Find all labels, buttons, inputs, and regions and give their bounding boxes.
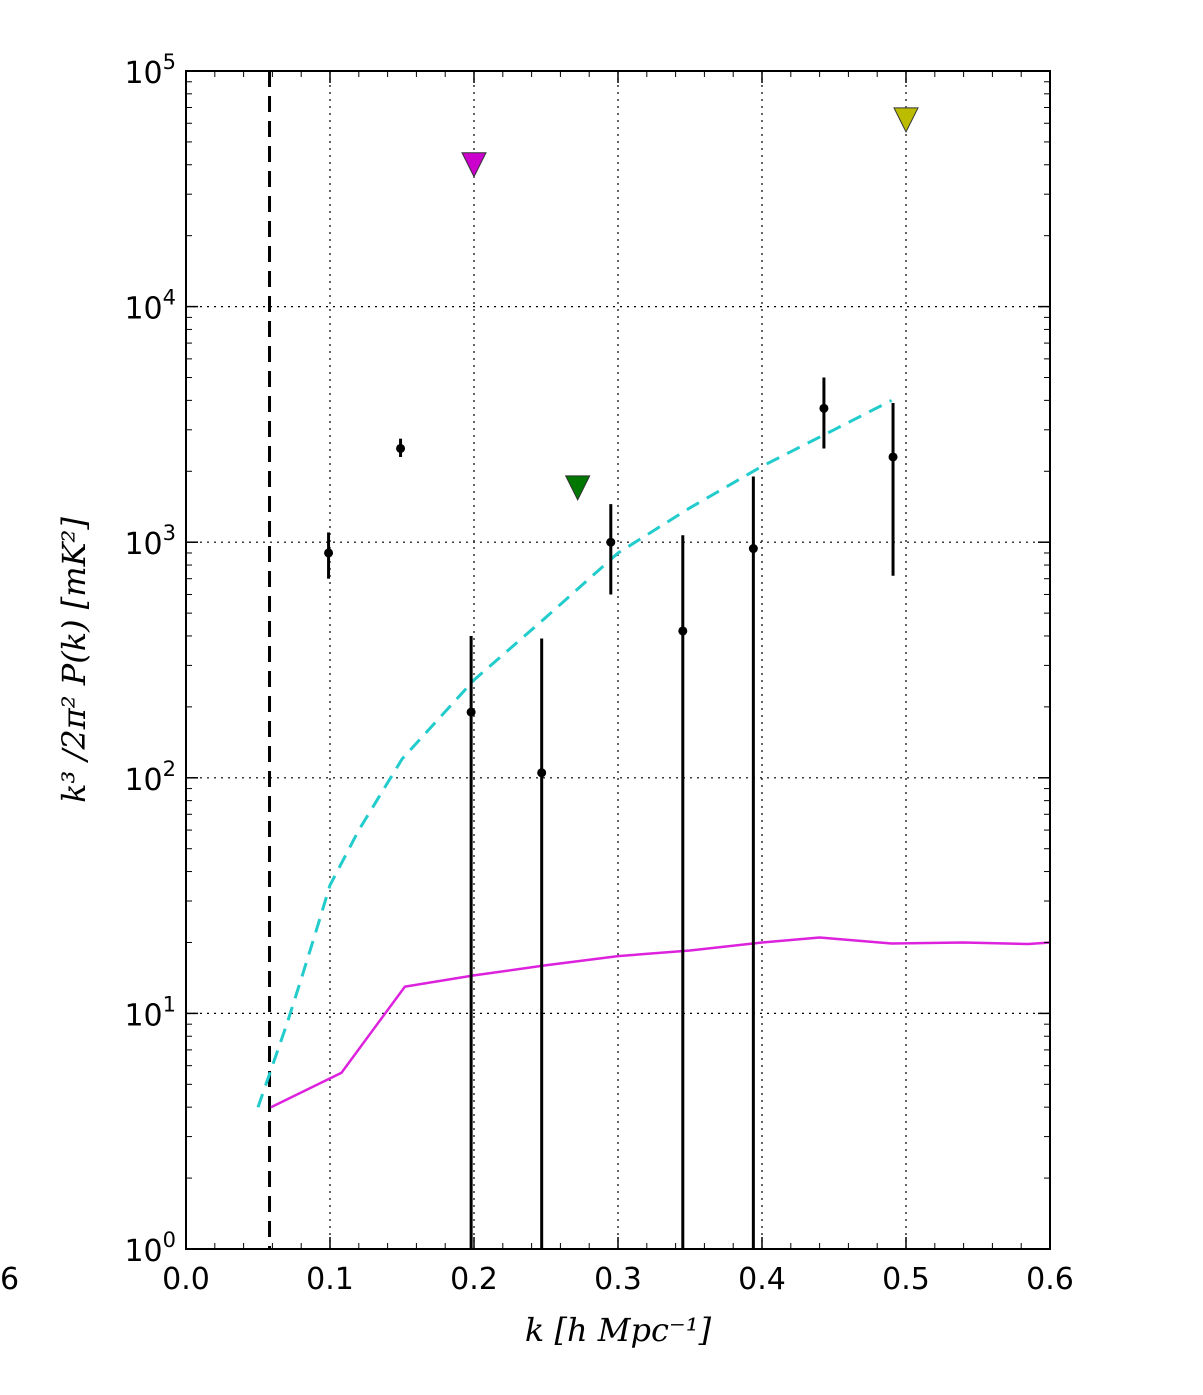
y-tick-label: 102 [124, 757, 176, 798]
x-tick-label: 0.0 [162, 1262, 210, 1297]
grid-lines [186, 71, 1050, 1249]
x-tick-label: 0.6 [1026, 1262, 1074, 1297]
series-lines [256, 71, 1051, 1249]
x-tick-label: 0.2 [450, 1262, 498, 1297]
data-point [606, 537, 616, 547]
y-axis-label: k³ /2π² P(k) [mK²] [55, 517, 93, 803]
axis-ticks [185, 70, 1051, 1250]
data-point [888, 452, 898, 462]
x-tick-label: 0.4 [738, 1262, 786, 1297]
y-tick-label: 101 [124, 992, 176, 1033]
y-tick-label: 104 [124, 286, 176, 327]
data-point [748, 544, 758, 554]
data-point [678, 626, 688, 636]
series-solid-curve [270, 936, 1051, 1109]
x-axis-label: k [h Mpc⁻¹] [525, 1311, 712, 1349]
data-point [396, 443, 406, 453]
data-point [819, 403, 829, 413]
axis-tick-labels: 0.0 0.1 0.2 0.3 0.4 0.5 0.6 100 101 102 103 104 105 [124, 50, 1073, 1297]
x-tick-label: 0.3 [594, 1262, 642, 1297]
upper-limit-marker [893, 107, 919, 134]
x-tick-label: 0.5 [882, 1262, 930, 1297]
data-point [537, 768, 547, 778]
y-tick-label: 105 [124, 50, 176, 91]
data-point [324, 548, 334, 558]
upper-limit-marker [461, 152, 487, 178]
y-tick-label: 100 [124, 1228, 176, 1269]
data-marks [324, 107, 919, 1249]
y-tick-label: 103 [124, 521, 176, 562]
series-dashed-curve [256, 399, 893, 1108]
data-point [466, 707, 476, 717]
upper-limit-marker [564, 475, 591, 502]
stray-tick-label: 6 [0, 1262, 19, 1297]
x-tick-label: 0.1 [306, 1262, 354, 1297]
